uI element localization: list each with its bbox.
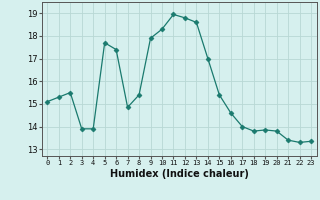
X-axis label: Humidex (Indice chaleur): Humidex (Indice chaleur) <box>110 169 249 179</box>
